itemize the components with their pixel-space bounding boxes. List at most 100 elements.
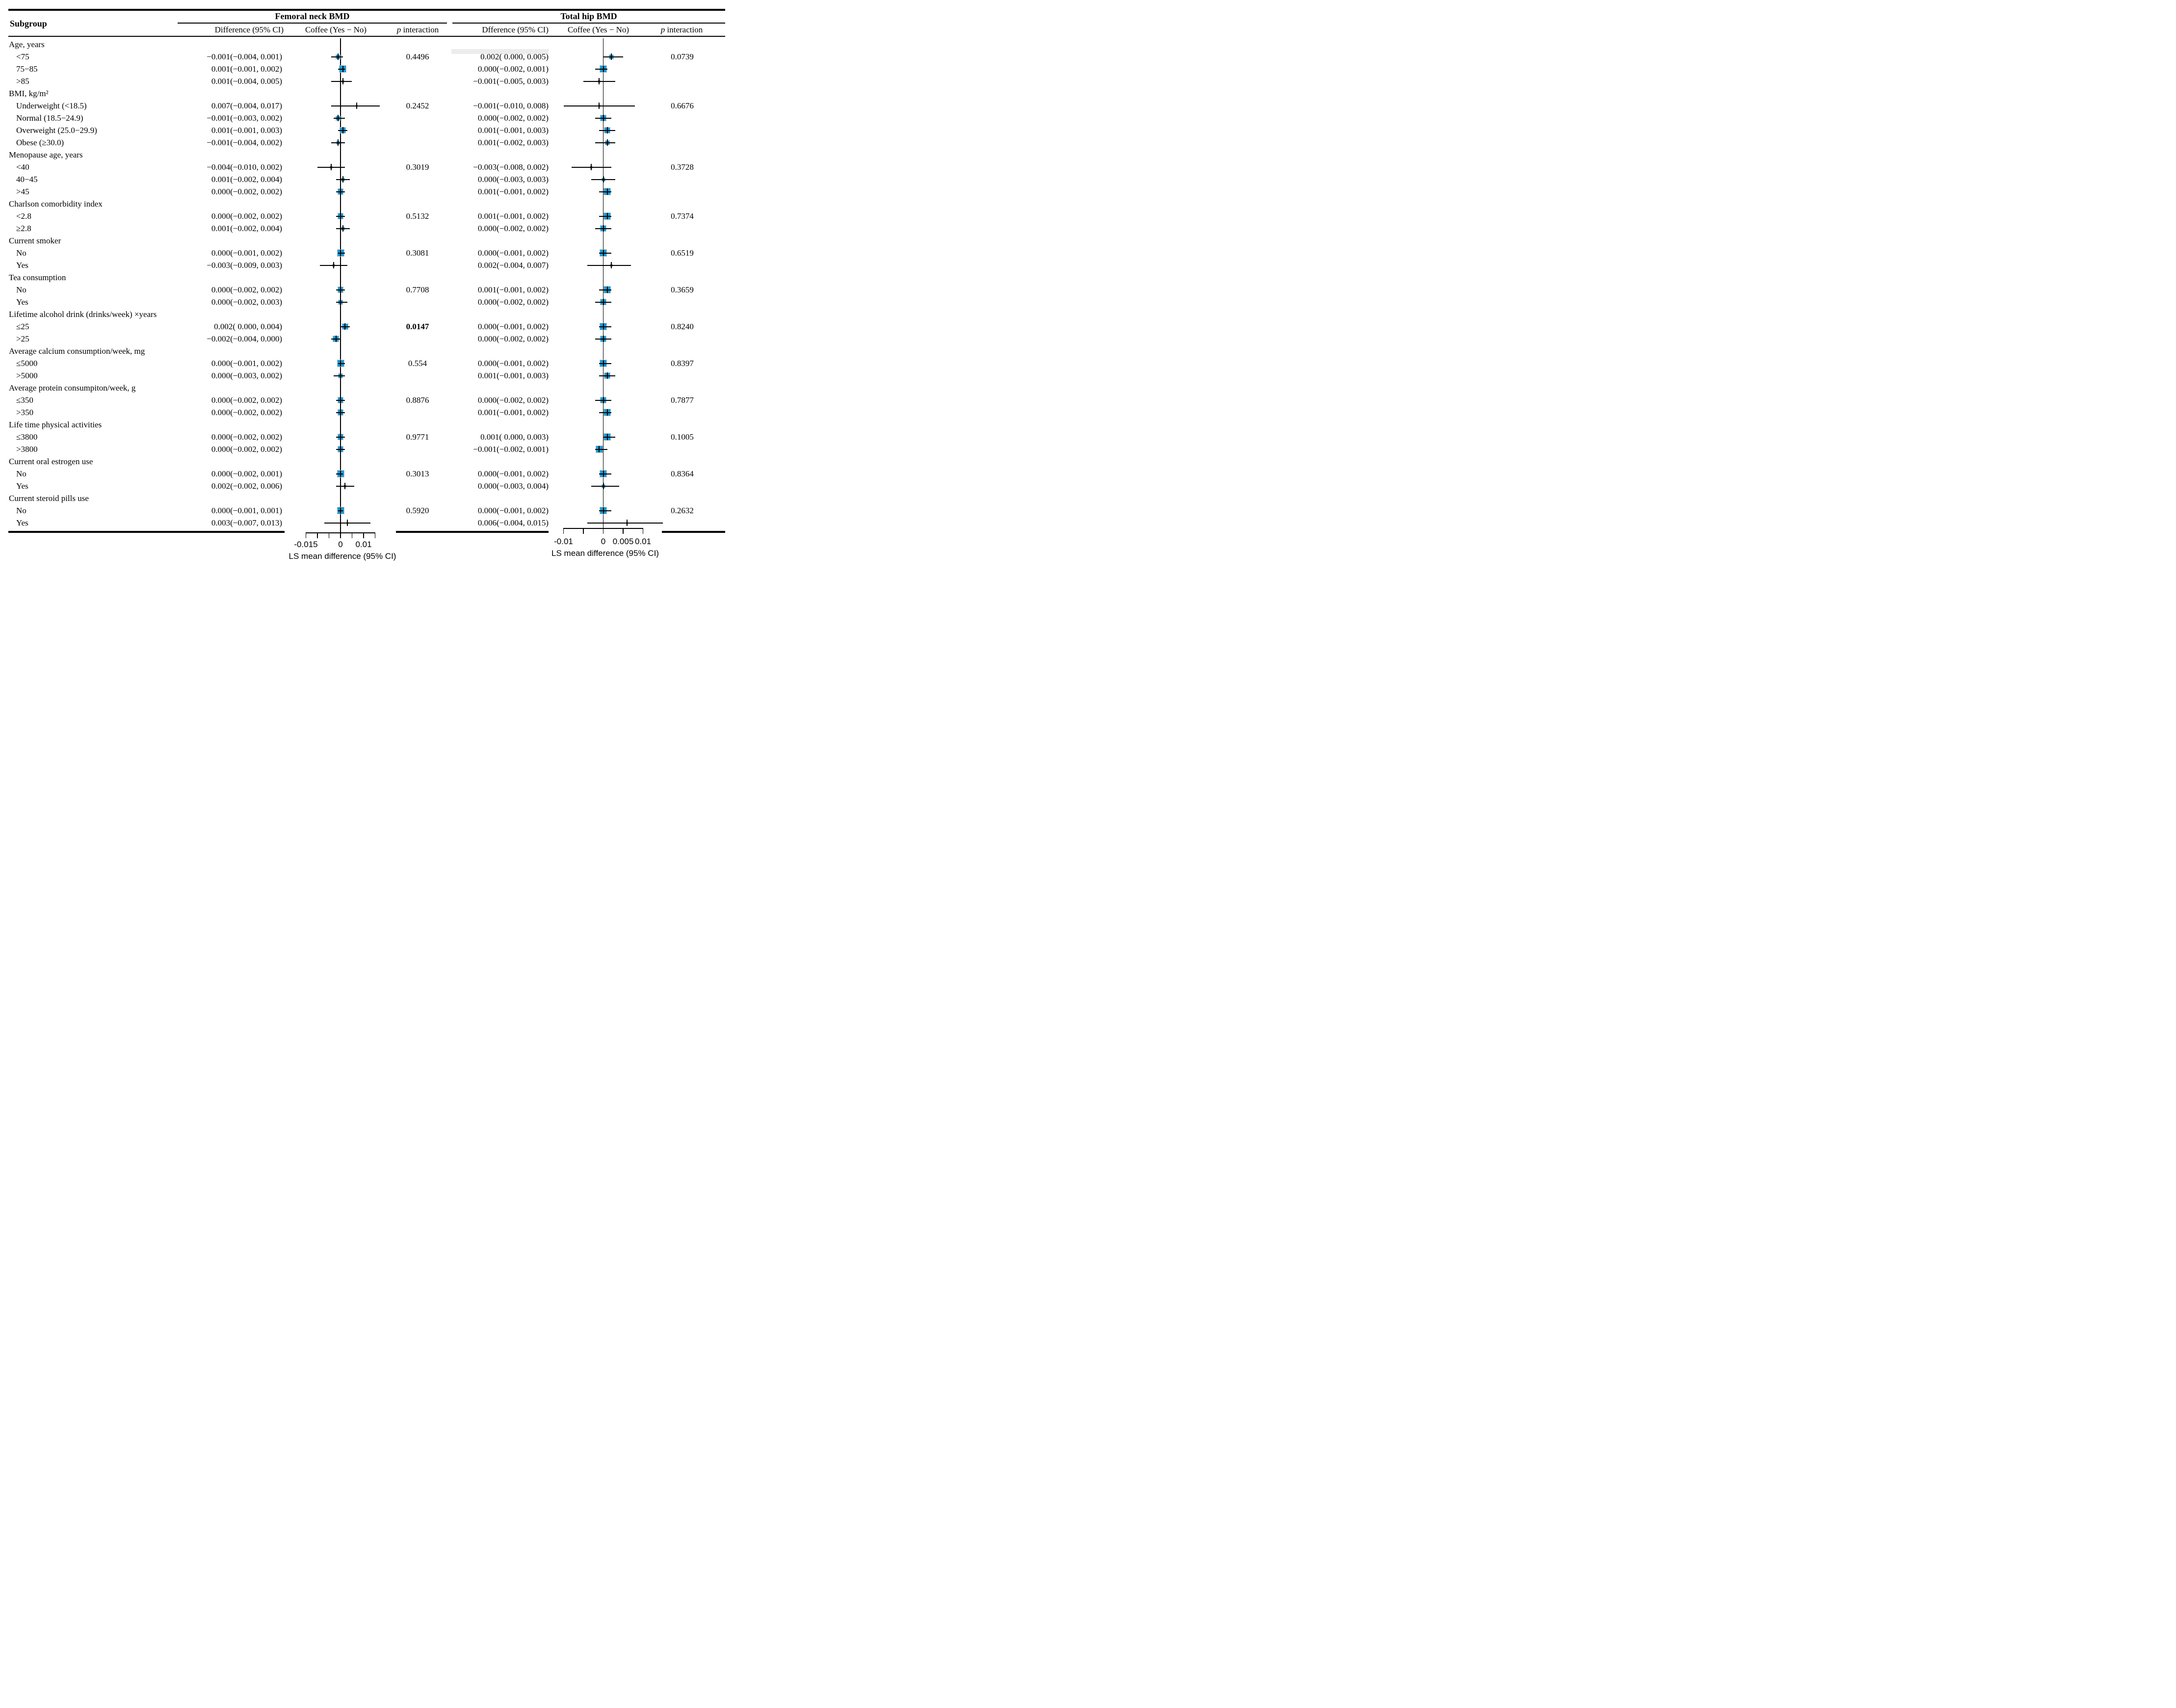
estimate-tick [342,66,343,72]
femoral-difference-value: 0.002( 0.000, 0.004) [214,321,282,331]
femoral-plot-cell [302,394,402,406]
bottom-rule-middle [396,531,549,533]
hip-plot-cell [559,222,665,235]
ci-whisker [331,80,352,82]
axis-tick [603,528,604,534]
subgroup-row: Yes 0.003(−0.007, 0.013) 0.006(−0.004, 0.0… [0,517,725,529]
femoral-plot-cell [302,504,402,517]
femoral-p-value: 0.3081 [406,248,429,258]
subgroup-label: ≤350 [16,395,33,405]
subgroup-row: No 0.000(−0.001, 0.001) 0.5920 0.000(−0.001… [0,504,725,517]
femoral-p-value: 0.8876 [406,395,429,405]
hip-difference-value: −0.001(−0.010, 0.008) [473,101,549,110]
ci-whisker [595,142,615,143]
estimate-tick [340,446,341,452]
estimate-tick [606,127,608,133]
subgroup-label: >25 [16,334,29,343]
axis-tick [563,528,564,534]
subgroup-row: Normal (18.5−24.9) −0.001(−0.003, 0.002) 0… [0,112,725,124]
ci-whisker [599,326,611,327]
subgroup-label: >5000 [16,370,38,380]
axis-tick [328,532,330,538]
section-row: Charlson comorbidity index [0,198,725,210]
femoral-plot-cell [302,443,402,455]
subgroup-label: <75 [16,52,29,61]
ci-whisker [336,473,343,474]
estimate-tick [599,446,600,452]
axis-tick-label: 0.01 [634,537,652,546]
femoral-difference-value: 0.000(−0.003, 0.002) [211,370,282,380]
ci-whisker [336,301,348,303]
estimate-tick [340,360,341,367]
interaction-label: interaction [667,25,703,34]
hip-difference-value: 0.001(−0.001, 0.002) [477,211,549,221]
hip-plot-cell [559,100,665,112]
subgroup-row: ≤350 0.000(−0.002, 0.002) 0.8876 0.000(−0.0… [0,394,725,406]
femoral-plot-cell [302,63,402,75]
subgroup-label: <2.8 [16,211,31,221]
axis-tick-label: 0 [601,537,606,546]
femoral-plot-cell [302,468,402,480]
estimate-tick [338,53,339,60]
ci-whisker [599,473,611,474]
estimate-tick [603,225,604,232]
subgroup-label: Yes [16,297,28,307]
estimate-tick [340,471,341,477]
hip-difference-value: 0.002(−0.004, 0.007) [477,260,549,270]
hip-plot-cell [559,357,665,369]
subgroup-row: <40 −0.004(−0.010, 0.002) 0.3019 −0.003(−0.… [0,161,725,173]
subgroup-row: Yes −0.003(−0.009, 0.003) 0.002(−0.004, 0.… [0,259,725,271]
femoral-plot-cell [302,406,402,419]
hip-subheader-rule [452,23,725,24]
subgroup-row: ≤3800 0.000(−0.002, 0.002) 0.9771 0.001( 0.… [0,431,725,443]
subgroup-row: <2.8 0.000(−0.002, 0.002) 0.5132 0.001(−0.0… [0,210,725,222]
femoral-difference-value: −0.003(−0.009, 0.003) [207,260,282,270]
femoral-difference-value: 0.000(−0.001, 0.002) [211,248,282,258]
estimate-tick [331,164,332,170]
hip-p-value: 0.6519 [671,248,694,258]
hip-difference-value: −0.001(−0.002, 0.001) [473,444,549,454]
estimate-tick [342,176,343,183]
femoral-plot-cell [302,320,402,333]
ci-whisker [338,68,345,70]
hip-p-interaction-header: p interaction [655,25,708,35]
femoral-plot-cell [302,161,402,173]
hip-plot-cell [559,431,665,443]
subgroup-label: Obese (≥30.0) [16,137,64,147]
hip-difference-value: 0.001(−0.002, 0.003) [477,137,549,147]
section-label: Lifetime alcohol drink (drinks/week) ×ye… [9,309,157,319]
axis-tick [317,532,318,538]
axis-tick [583,528,584,534]
femoral-plot-cell [302,100,402,112]
section-row: Current steroid pills use [0,492,725,504]
femoral-plot-cell [302,222,402,235]
hip-difference-value: 0.000(−0.001, 0.002) [477,248,549,258]
hip-plot-cell [559,443,665,455]
femoral-difference-value: −0.001(−0.003, 0.002) [207,113,282,123]
femoral-difference-header: Difference (95% CI) [214,25,284,34]
estimate-tick [347,520,348,526]
axis-tick [305,532,307,538]
femoral-difference-value: 0.003(−0.007, 0.013) [211,518,282,527]
estimate-tick [340,287,341,293]
axis-title: LS mean difference (95% CI) [551,549,659,558]
hip-difference-value: 0.001(−0.001, 0.003) [477,370,549,380]
hip-difference-value: 0.001(−0.001, 0.002) [477,186,549,196]
subgroup-row: No 0.000(−0.001, 0.002) 0.3081 0.000(−0.001… [0,247,725,259]
bottom-rule-right [662,531,725,533]
estimate-tick [338,115,339,121]
femoral-p-value: 0.2452 [406,101,429,110]
subgroup-row: No 0.000(−0.002, 0.002) 0.7708 0.001(−0.001… [0,284,725,296]
hip-difference-value: 0.000(−0.003, 0.003) [477,174,549,184]
estimate-tick [603,176,604,183]
axis-tick [363,532,364,538]
ci-whisker [587,264,631,266]
femoral-difference-value: 0.000(−0.002, 0.002) [211,285,282,294]
estimate-tick [603,336,604,342]
ci-whisker [333,117,345,119]
femoral-difference-value: 0.000(−0.002, 0.003) [211,297,282,307]
femoral-subheader-rule [178,23,447,24]
section-label: Average calcium consumption/week, mg [9,346,145,356]
hip-p-value: 0.7877 [671,395,694,405]
section-row: Tea consumption [0,271,725,284]
